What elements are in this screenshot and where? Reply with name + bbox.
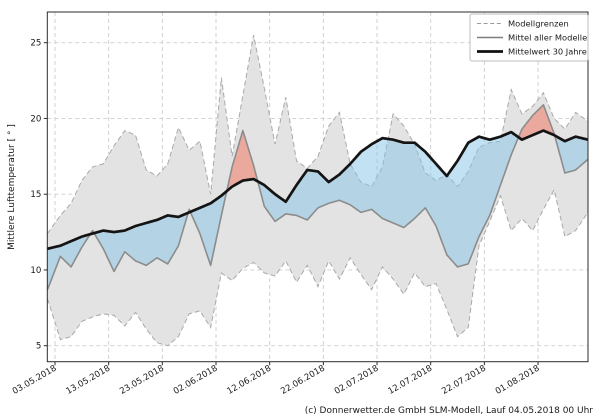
data-series-layer — [47, 35, 589, 347]
legend-label-mittel-aller-modelle: Mittel aller Modelle — [508, 33, 587, 43]
warmer-than-climate-fill — [47, 104, 588, 249]
y-axis-label: Mittlere Lufttemperatur [ ° ] — [7, 124, 17, 250]
y-axis-tick-label: 5 — [36, 342, 41, 352]
y-axis-tick-label: 25 — [30, 39, 41, 49]
x-axis-tick-label: 01.08.2018 — [494, 364, 542, 397]
copyright-note: (c) Donnerwetter.de GmbH SLM-Modell, Lau… — [305, 406, 594, 416]
x-axis-tick-label: 12.06.2018 — [226, 364, 274, 397]
legend-label-modellgrenzen: Modellgrenzen — [508, 19, 569, 29]
x-axis-tick-label: 22.07.2018 — [440, 364, 488, 397]
model-range-lower-bound-line — [47, 188, 589, 347]
model-mean-line — [47, 104, 589, 290]
x-axis-tick-label: 12.07.2018 — [387, 364, 435, 397]
x-axis-tick-label: 13.05.2018 — [65, 364, 113, 397]
legend-label-mittelwert-30-jahre: Mittelwert 30 Jahre — [508, 47, 587, 57]
y-axis-tick-label: 10 — [30, 266, 41, 276]
x-axis-tick-label: 03.05.2018 — [11, 364, 59, 397]
climate-mean-30y-line — [47, 129, 589, 251]
plot-border — [46, 11, 589, 363]
x-axis-tick-label: 02.06.2018 — [172, 364, 220, 397]
colder-than-climate-fill — [47, 130, 588, 290]
chart-legend: Modellgrenzen Mittel aller Modelle Mitte… — [469, 13, 589, 62]
y-axis-tick-label: 15 — [30, 190, 41, 200]
x-axis-tick-label: 22.06.2018 — [279, 364, 327, 397]
y-axis-tick-label: 20 — [30, 114, 41, 124]
legend-box — [469, 13, 589, 62]
x-axis-tick-label: 02.07.2018 — [333, 364, 381, 397]
x-axis-tick-label: 23.05.2018 — [118, 364, 166, 397]
